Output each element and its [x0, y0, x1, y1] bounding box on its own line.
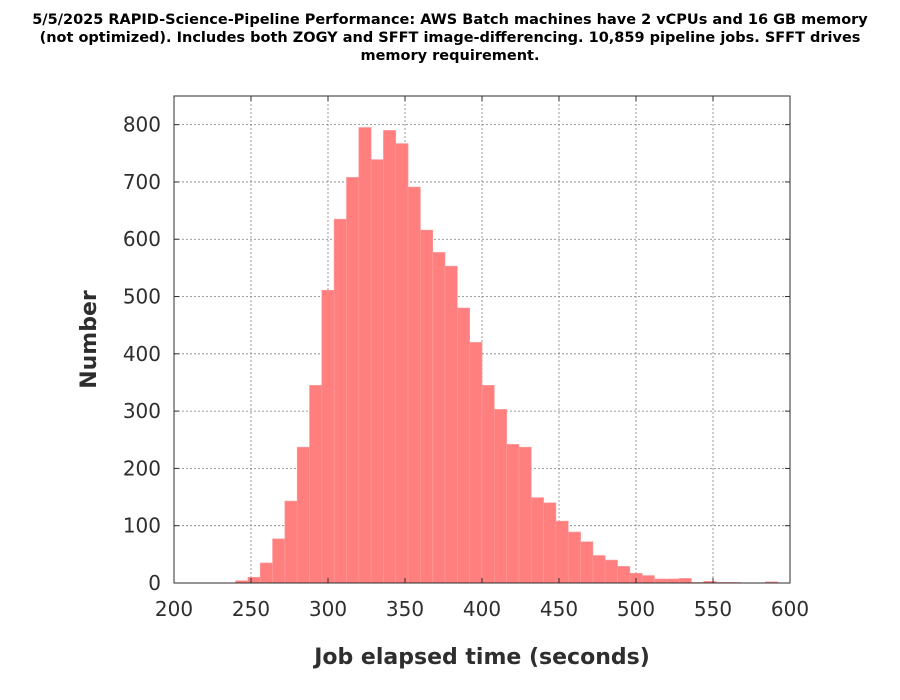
histogram-bar	[518, 446, 532, 584]
histogram-bar	[506, 444, 520, 584]
x-axis-label: Job elapsed time (seconds)	[312, 645, 650, 670]
histogram-bar	[407, 186, 421, 584]
histogram-bar	[494, 409, 507, 584]
x-tick-label: 200	[155, 597, 193, 621]
y-tick-label: 300	[123, 399, 161, 423]
histogram-bar	[604, 559, 618, 584]
histogram-bar	[481, 385, 495, 584]
histogram-bar	[346, 177, 360, 584]
histogram-bar	[543, 502, 557, 584]
y-tick-label: 100	[123, 514, 161, 538]
x-tick-label: 250	[232, 597, 270, 621]
histogram-bar	[247, 576, 261, 584]
x-tick-label: 500	[617, 597, 655, 621]
histogram-bar	[358, 127, 372, 584]
y-tick-label: 700	[123, 170, 161, 194]
histogram-bar	[296, 446, 310, 584]
histogram-bar	[678, 578, 692, 584]
histogram-bar	[457, 307, 470, 584]
histogram-bar	[641, 575, 655, 584]
y-tick-label: 0	[148, 571, 161, 595]
x-tick-label: 450	[540, 597, 578, 621]
histogram-bar	[420, 229, 434, 584]
x-tick-label: 600	[771, 597, 809, 621]
axis-ticks: 200 250 300 350 400 450 500 550 600 0 100 200 300 400…	[123, 96, 809, 621]
x-tick-label: 550	[694, 597, 732, 621]
histogram-bar	[617, 566, 631, 584]
histogram-bar	[432, 252, 446, 584]
histogram-bar	[580, 541, 594, 584]
y-tick-label: 600	[123, 227, 161, 251]
histogram-bar	[370, 159, 384, 584]
histogram-bar	[567, 531, 581, 584]
y-tick-label: 200	[123, 456, 161, 480]
y-tick-label: 800	[123, 113, 161, 137]
histogram-bar	[259, 562, 273, 584]
x-tick-label: 350	[386, 597, 424, 621]
histogram-bar	[530, 497, 544, 584]
histogram-bar	[309, 385, 323, 584]
histogram-bar	[469, 342, 483, 584]
y-tick-label: 500	[123, 285, 161, 309]
histogram-bar	[555, 520, 569, 584]
y-axis-label: Number	[77, 290, 102, 389]
x-tick-label: 400	[463, 597, 501, 621]
histogram-bar	[654, 578, 668, 584]
histogram-bar	[592, 555, 606, 584]
histogram-bars	[235, 127, 778, 584]
x-tick-label: 300	[309, 597, 347, 621]
histogram-bar	[333, 218, 347, 584]
histogram-bar	[321, 289, 335, 584]
chart-title: 5/5/2025 RAPID-Science-Pipeline Performa…	[32, 12, 868, 64]
histogram-bar	[666, 578, 680, 584]
histogram-bar	[395, 143, 409, 584]
histogram-bar	[383, 130, 397, 584]
y-tick-label: 400	[123, 342, 161, 366]
histogram-bar	[284, 500, 298, 584]
histogram-bar	[272, 538, 286, 584]
histogram-bar	[444, 265, 458, 584]
